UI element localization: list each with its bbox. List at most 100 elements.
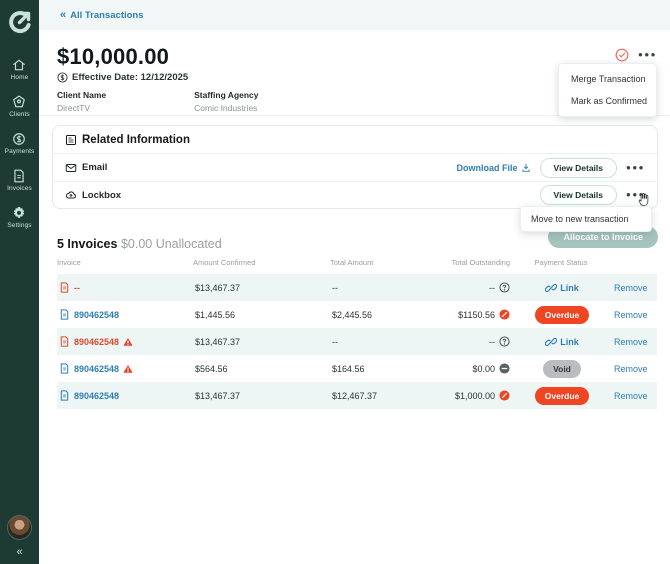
sidebar-nav: Home Clients Payments Invoices Settings [5, 58, 35, 229]
payment-status-cell: Link Link [510, 282, 612, 294]
related-information-card: Related Information Email Download File … [52, 125, 658, 209]
sidebar-item-label: Clients [9, 111, 30, 118]
staffing-agency-field: Staffing Agency Comic Industries [194, 90, 258, 113]
total-outstanding-cell: -- [435, 336, 510, 347]
amount-confirmed-cell: $564.56 [195, 363, 228, 374]
invoice-file-icon [59, 363, 70, 374]
remove-cell: Remove [612, 283, 657, 293]
invoice-table-row: 890462548 $13,467.37 $12,467.37 $1,000.0… [57, 382, 657, 409]
main-content: $10,000.00 Effective Date: 12/12/2025 Cl… [39, 30, 670, 564]
sidebar-item-home[interactable]: Home [11, 58, 29, 81]
home-icon [13, 59, 26, 71]
client-name-field: Client Name DirectTV [57, 90, 106, 113]
dollar-circle-icon [57, 72, 68, 83]
remove-link[interactable]: Remove [614, 309, 648, 320]
sidebar-item-clients[interactable]: Clients [9, 95, 30, 118]
col-payment-status: Payment Status [534, 258, 588, 267]
sidebar-collapse-icon[interactable]: « [16, 546, 23, 558]
remove-link[interactable]: Remove [614, 363, 648, 374]
invoice-number-link[interactable]: 890462548 [74, 390, 120, 401]
remove-link[interactable]: Remove [614, 336, 648, 347]
remove-cell: Remove [612, 310, 657, 320]
invoice-cell: 890462548 [57, 336, 193, 347]
related-information-header: Related Information [53, 126, 657, 154]
section-divider [39, 115, 670, 116]
invoice-cell: 890462548 [57, 309, 193, 320]
client-name-value: DirectTV [57, 103, 91, 113]
sidebar-item-label: Payments [4, 148, 35, 155]
invoice-file-icon [59, 309, 70, 320]
lockbox-row-label: Lockbox [65, 189, 121, 201]
invoice-number-link[interactable]: 890462548 [74, 336, 120, 347]
effective-date: Effective Date: 12/12/2025 [57, 72, 188, 83]
total-outstanding-cell: $1150.56 [435, 309, 510, 320]
remove-link[interactable]: Remove [614, 282, 648, 293]
related-info-icon [66, 135, 76, 145]
confirmed-check-icon[interactable] [615, 48, 629, 62]
link-status[interactable]: Link [545, 282, 579, 294]
email-row-label: Email [65, 162, 107, 174]
email-row-actions: Download File View Details ●●● [457, 157, 645, 178]
remove-cell: Remove [612, 364, 657, 374]
transaction-overflow-menu-icon[interactable]: ●●● [638, 50, 657, 59]
minus-circle-icon [499, 363, 510, 374]
question-circle-icon[interactable] [499, 282, 510, 293]
sidebar: Home Clients Payments Invoices Settings … [0, 0, 39, 564]
sidebar-item-invoices[interactable]: Invoices [7, 169, 32, 192]
lockbox-icon [65, 191, 76, 199]
transaction-actions: ●●● [615, 48, 657, 62]
payment-status-cell: Overdue Overdue [510, 386, 612, 405]
transaction-amount: $10,000.00 [57, 44, 170, 69]
lockbox-overflow-menu-icon[interactable]: ●●● [626, 190, 645, 199]
lockbox-row-actions: View Details ●●● [539, 185, 645, 205]
total-amount-cell: $2,445.56 [332, 309, 373, 320]
invoice-cell: -- [57, 282, 193, 293]
email-view-details-button[interactable]: View Details [539, 157, 617, 178]
sidebar-item-payments[interactable]: Payments [5, 132, 35, 155]
menu-item-move-to-new-transaction[interactable]: Move to new transaction [531, 214, 629, 224]
col-invoice: Invoice [57, 258, 81, 267]
question-circle-icon[interactable] [499, 336, 510, 347]
email-overflow-menu-icon[interactable]: ●●● [626, 162, 645, 172]
col-amount-confirmed: Amount Confirmed [193, 258, 256, 267]
remove-cell: Remove [612, 337, 657, 347]
sidebar-item-settings[interactable]: Settings [7, 206, 32, 229]
payment-status-cell: Link Link [510, 336, 612, 348]
back-link-label: All Transactions [70, 9, 144, 21]
link-status[interactable]: Link [545, 336, 579, 348]
related-row-lockbox: Lockbox View Details ●●● [53, 181, 657, 208]
remove-link[interactable]: Remove [614, 390, 648, 401]
invoice-number-link[interactable]: -- [74, 282, 80, 293]
lockbox-view-details-button[interactable]: View Details [539, 185, 617, 205]
sidebar-item-label: Home [10, 74, 29, 81]
chain-link-icon [545, 283, 558, 292]
invoice-cell: 890462548 [57, 390, 193, 401]
sidebar-item-label: Settings [7, 222, 32, 229]
col-total-outstanding: Total Outstanding [451, 258, 510, 267]
remove-cell: Remove [612, 391, 657, 401]
chain-link-icon [545, 337, 558, 346]
invoice-number-link[interactable]: 890462548 [74, 309, 120, 320]
menu-item-mark-as-confirmed[interactable]: Mark as Confirmed [571, 96, 648, 106]
amount-confirmed-cell: $13,467.37 [195, 282, 241, 293]
download-file-link[interactable]: Download File [457, 163, 531, 173]
status-badge: Void [543, 359, 581, 378]
user-avatar[interactable] [7, 515, 32, 540]
overdue-circle-icon [499, 309, 510, 320]
status-badge: Overdue [534, 386, 590, 405]
transaction-meta: Client Name DirectTV Staffing Agency Com… [57, 90, 259, 113]
invoices-icon [14, 169, 25, 183]
invoice-file-icon [59, 390, 70, 401]
staffing-agency-label: Staffing Agency [194, 90, 259, 100]
all-transactions-back-link[interactable]: « All Transactions [60, 9, 144, 21]
lockbox-context-menu[interactable]: Move to new transaction [520, 206, 652, 232]
related-row-email: Email Download File View Details ●●● [53, 154, 657, 181]
total-amount-cell: $164.56 [332, 363, 365, 374]
effective-date-label: Effective Date: 12/12/2025 [72, 72, 189, 83]
menu-item-merge-transaction[interactable]: Merge Transaction [571, 74, 646, 84]
transaction-context-menu: Merge Transaction Mark as Confirmed [558, 63, 657, 117]
sidebar-footer: « [0, 515, 39, 558]
app-logo-icon [8, 11, 31, 33]
invoice-number-link[interactable]: 890462548 [74, 363, 120, 374]
